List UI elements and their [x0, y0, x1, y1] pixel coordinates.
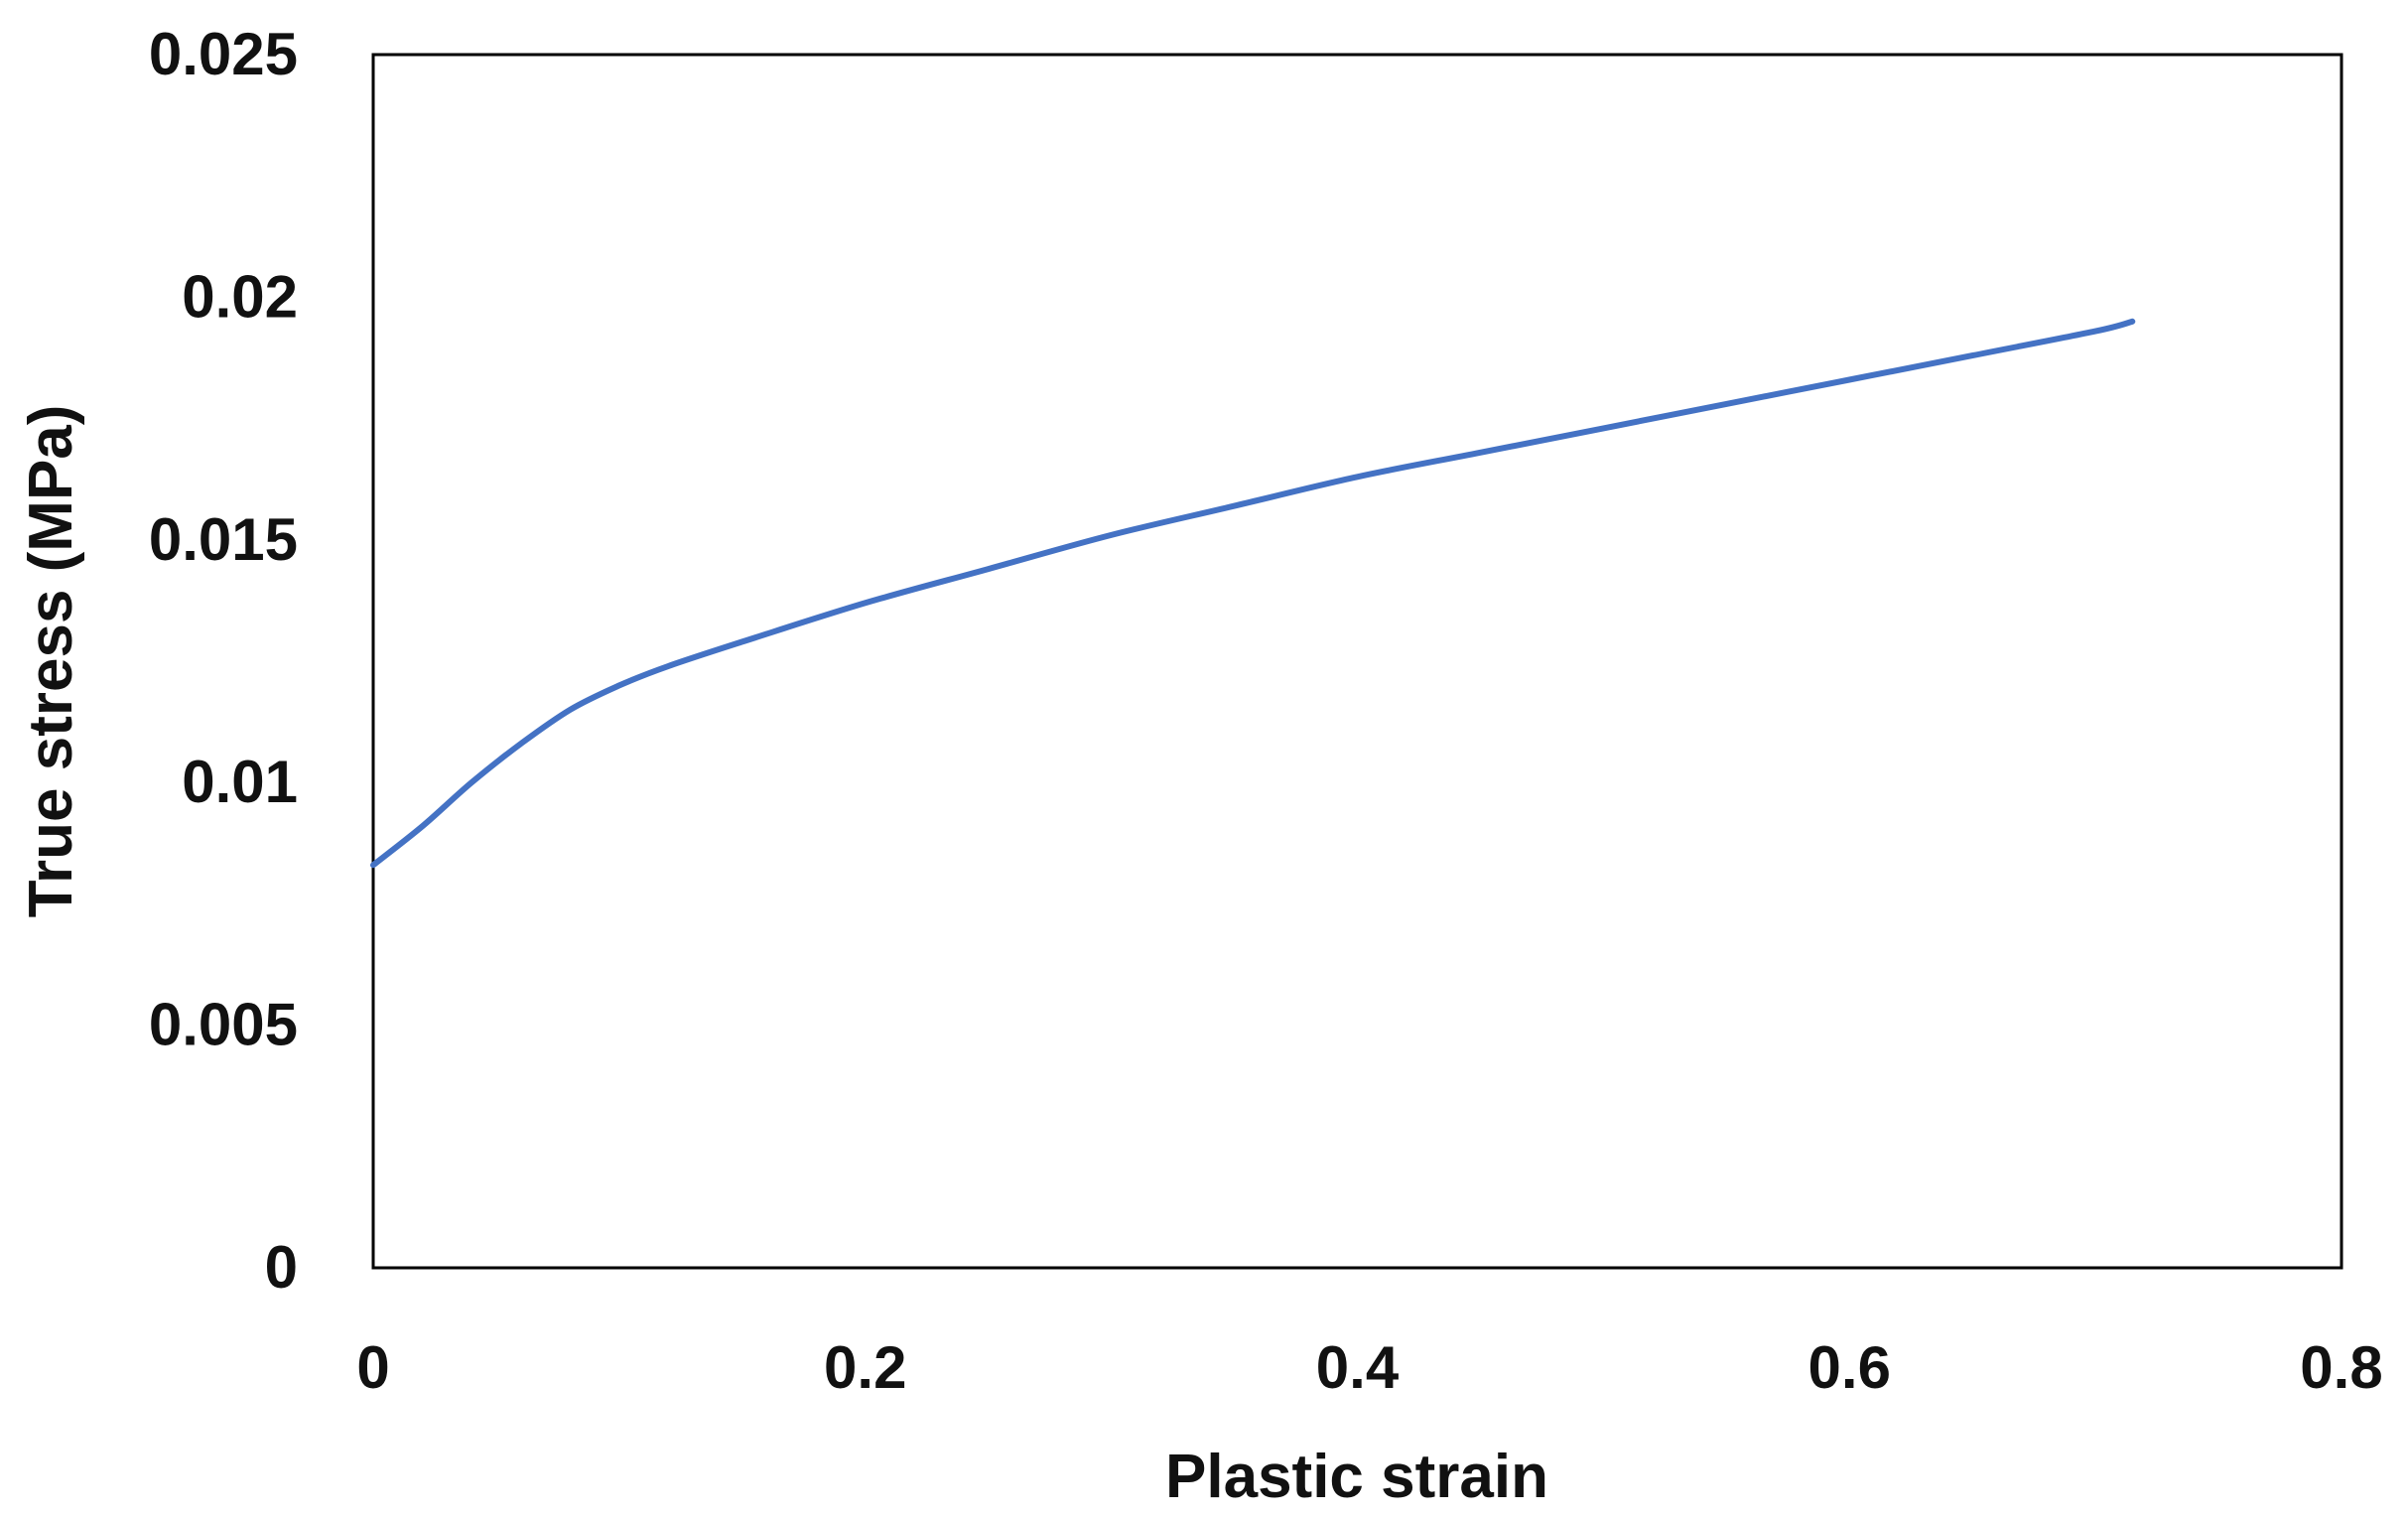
y-tick-label: 0.02 [182, 263, 298, 330]
series-line [370, 318, 2136, 869]
x-tick-label: 0.4 [1316, 1334, 1400, 1401]
y-tick-label: 0.01 [182, 749, 298, 815]
y-tick-label: 0.015 [149, 506, 298, 573]
x-tick-label: 0.6 [1808, 1334, 1891, 1401]
plot-area [371, 53, 2343, 1270]
y-tick-labels: 0 0.005 0.01 0.015 0.02 0.025 [149, 21, 298, 1301]
x-tick-label: 0 [356, 1334, 389, 1401]
y-axis-title: True stress (MPa) [17, 405, 85, 918]
x-tick-label: 0.2 [824, 1334, 906, 1401]
y-tick-label: 0 [265, 1234, 298, 1301]
x-tick-labels: 0 0.2 0.4 0.6 0.8 [356, 1334, 2382, 1401]
y-tick-label: 0.025 [149, 21, 298, 87]
y-tick-label: 0.005 [149, 992, 298, 1058]
x-tick-label: 0.8 [2300, 1334, 2382, 1401]
x-axis-title: Plastic strain [1165, 1443, 1548, 1511]
